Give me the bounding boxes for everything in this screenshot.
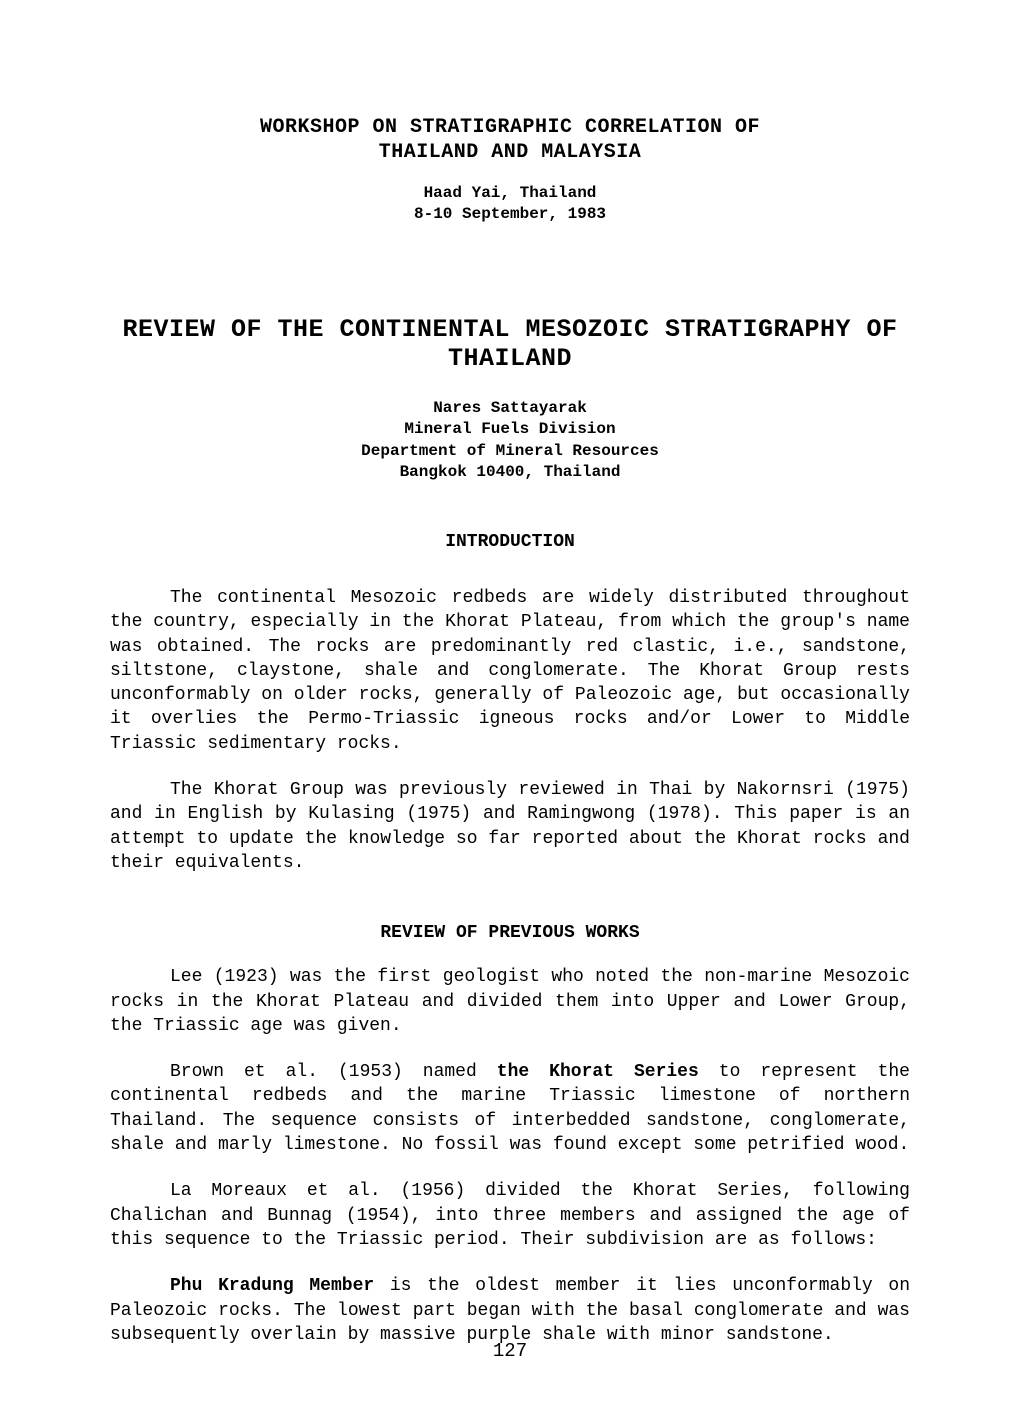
page: WORKSHOP ON STRATIGRAPHIC CORRELATION OF… [0,0,1020,1417]
review-paragraph-2: Brown et al. (1953) named the Khorat Ser… [110,1060,910,1157]
page-number: 127 [0,1340,1020,1362]
affiliation-line1: Mineral Fuels Division [404,420,615,438]
affiliation-line2: Department of Mineral Resources [361,442,659,460]
workshop-dates: 8-10 September, 1983 [414,205,606,223]
review-paragraph-1: Lee (1923) was the first geologist who n… [110,965,910,1038]
workshop-title-line1: WORKSHOP ON STRATIGRAPHIC CORRELATION OF [260,116,760,139]
author-block: Nares Sattayarak Mineral Fuels Division … [110,398,910,484]
workshop-location-date: Haad Yai, Thailand 8-10 September, 1983 [110,183,910,225]
section-heading-introduction: INTRODUCTION [110,532,910,552]
paper-title: REVIEW OF THE CONTINENTAL MESOZOIC STRAT… [110,315,910,373]
workshop-title-line2: THAILAND AND MALAYSIA [379,141,642,164]
workshop-title: WORKSHOP ON STRATIGRAPHIC CORRELATION OF… [110,115,910,165]
review-paragraph-4: Phu Kradung Member is the oldest member … [110,1274,910,1347]
section-heading-review: REVIEW OF PREVIOUS WORKS [110,923,910,943]
intro-paragraph-1: The continental Mesozoic redbeds are wid… [110,586,910,756]
review-p4-bold: Phu Kradung Member [170,1276,374,1296]
author-name: Nares Sattayarak [433,399,587,417]
review-paragraph-3: La Moreaux et al. (1956) divided the Kho… [110,1179,910,1252]
affiliation-line3: Bangkok 10400, Thailand [400,463,621,481]
workshop-location: Haad Yai, Thailand [424,184,597,202]
review-p2-pre: Brown et al. (1953) named [170,1062,497,1082]
intro-paragraph-2: The Khorat Group was previously reviewed… [110,778,910,875]
review-p2-bold: the Khorat Series [497,1062,699,1082]
